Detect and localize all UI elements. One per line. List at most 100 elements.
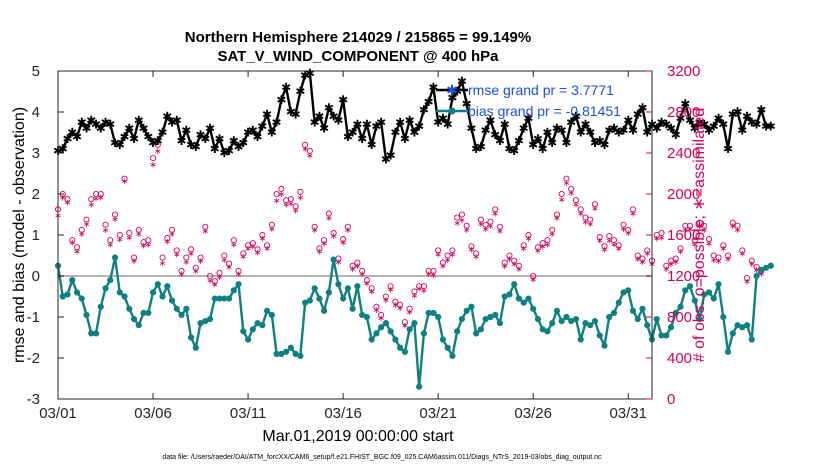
bias-point	[97, 303, 104, 310]
possible-obs-marker	[406, 305, 413, 312]
possible-obs-marker	[449, 247, 456, 254]
assimilated-obs-marker: ∗	[634, 255, 642, 265]
assimilated-obs-marker: ∗	[758, 270, 766, 280]
assimilated-obs-marker: ∗	[477, 220, 485, 230]
rmse-point: ✱	[604, 124, 614, 138]
rmse-point: ✱	[314, 109, 324, 123]
assimilated-obs-marker: ∗	[420, 287, 428, 297]
possible-obs-marker	[168, 226, 176, 233]
assimilated-obs-marker: ∗	[202, 227, 210, 237]
rmse-point: ✱	[713, 111, 723, 125]
possible-obs-marker	[705, 236, 713, 243]
assimilated-obs-marker: ∗	[677, 248, 685, 258]
rmse-point: ✱	[637, 101, 647, 115]
obs-count-series: ∗∗∗∗∗∗∗∗∗∗∗∗∗∗∗∗∗∗∗∗∗∗∗∗∗∗∗∗∗∗∗∗∗∗∗∗∗∗∗∗…	[54, 141, 766, 331]
rmse-point: ✱	[704, 124, 714, 138]
possible-obs-marker	[468, 243, 475, 250]
bias-point	[311, 285, 318, 292]
rmse-point: ✱	[761, 120, 771, 134]
rmse-point: ✱	[628, 124, 638, 138]
assimilated-obs-marker: ∗	[553, 214, 561, 224]
bias-point	[387, 328, 394, 335]
possible-obs-marker	[192, 264, 199, 271]
assimilated-obs-marker: ∗	[121, 177, 129, 187]
assimilated-obs-marker: ∗	[743, 277, 751, 287]
assimilated-obs-marker: ∗	[249, 242, 257, 252]
possible-obs-marker	[292, 203, 299, 210]
possible-obs-marker	[496, 223, 503, 230]
possible-obs-marker	[183, 254, 190, 261]
possible-obs-marker	[249, 240, 256, 247]
possible-obs-marker	[563, 175, 570, 182]
rmse-point: ✱	[253, 130, 263, 144]
rmse-point: ✱	[276, 93, 286, 107]
possible-obs-marker	[78, 226, 85, 233]
bias-point	[644, 322, 651, 329]
assimilated-obs-marker: ∗	[316, 248, 324, 258]
rmse-point: ✱	[267, 126, 277, 140]
assimilated-obs-marker: ∗	[667, 260, 675, 270]
assimilated-obs-marker: ∗	[753, 266, 761, 276]
bias-point	[273, 350, 280, 357]
assimilated-obs-marker: ∗	[64, 198, 72, 208]
assimilated-obs-marker: ∗	[681, 226, 689, 236]
bias-point	[625, 287, 632, 294]
rmse-point: ✱	[471, 142, 481, 156]
rmse-point: ✱	[338, 93, 348, 107]
possible-obs-marker	[216, 269, 223, 276]
assimilated-obs-marker: ∗	[639, 258, 647, 268]
assimilated-obs-marker: ∗	[116, 235, 124, 245]
rmse-point: ✱	[362, 118, 372, 132]
assimilated-obs-marker: ∗	[425, 270, 433, 280]
bias-point	[202, 318, 209, 325]
assimilated-obs-marker: ∗	[135, 230, 143, 240]
bias-point	[287, 344, 294, 351]
rmse-point: ✱	[538, 142, 548, 156]
right-y-axis: 0 400 800 1200 1600 2000 2400 2800 3200	[646, 63, 700, 408]
legend-bias-marker	[448, 107, 456, 115]
rmse-point: ✱	[490, 128, 500, 142]
possible-obs-marker	[240, 250, 247, 257]
assimilated-obs-marker: ∗	[643, 250, 651, 260]
bias-point	[482, 315, 489, 323]
rmse-point: ✱	[229, 134, 239, 148]
bias-point	[520, 299, 527, 306]
assimilated-obs-marker: ∗	[506, 255, 514, 265]
possible-obs-marker	[387, 283, 394, 290]
possible-obs-marker	[596, 233, 603, 241]
rmse-point: ✱	[680, 97, 690, 111]
bias-point	[515, 295, 523, 302]
assimilated-obs-marker: ∗	[311, 226, 319, 236]
assimilated-obs-marker: ∗	[187, 250, 195, 260]
possible-obs-marker	[715, 254, 722, 261]
assimilated-obs-marker: ∗	[662, 265, 670, 275]
rmse-point: ✱	[694, 115, 704, 129]
assimilated-obs-marker: ∗	[102, 226, 110, 236]
rmse-point: ✱	[766, 120, 776, 134]
possible-obs-marker	[397, 301, 404, 308]
rmse-point: ✱	[148, 136, 158, 150]
possible-obs-marker	[458, 211, 465, 218]
possible-obs-marker	[135, 226, 142, 233]
possible-obs-marker	[658, 229, 665, 236]
bias-point	[254, 320, 261, 327]
assimilated-obs-marker: ∗	[287, 199, 295, 209]
bias-point	[615, 299, 622, 306]
left-y-tick-label: 0	[32, 268, 40, 285]
rmse-point: ✱	[443, 118, 453, 132]
rmse-point: ✱	[699, 118, 709, 132]
possible-obs-marker	[130, 254, 138, 261]
rmse-point: ✱	[100, 115, 110, 129]
assimilated-obs-marker: ∗	[87, 200, 95, 210]
possible-obs-marker	[492, 206, 499, 213]
rmse-point: ✱	[656, 115, 666, 129]
rmse-point: ✱	[623, 113, 633, 127]
rmse-point: ✱	[295, 85, 305, 99]
possible-obs-marker	[639, 255, 646, 262]
assimilated-obs-marker: ∗	[235, 270, 243, 280]
x-tick-label: 03/06	[134, 405, 172, 422]
rmse-point: ✱	[438, 111, 448, 125]
bias-point	[729, 330, 736, 337]
bias-point	[211, 295, 218, 302]
possible-obs-marker	[568, 185, 575, 192]
